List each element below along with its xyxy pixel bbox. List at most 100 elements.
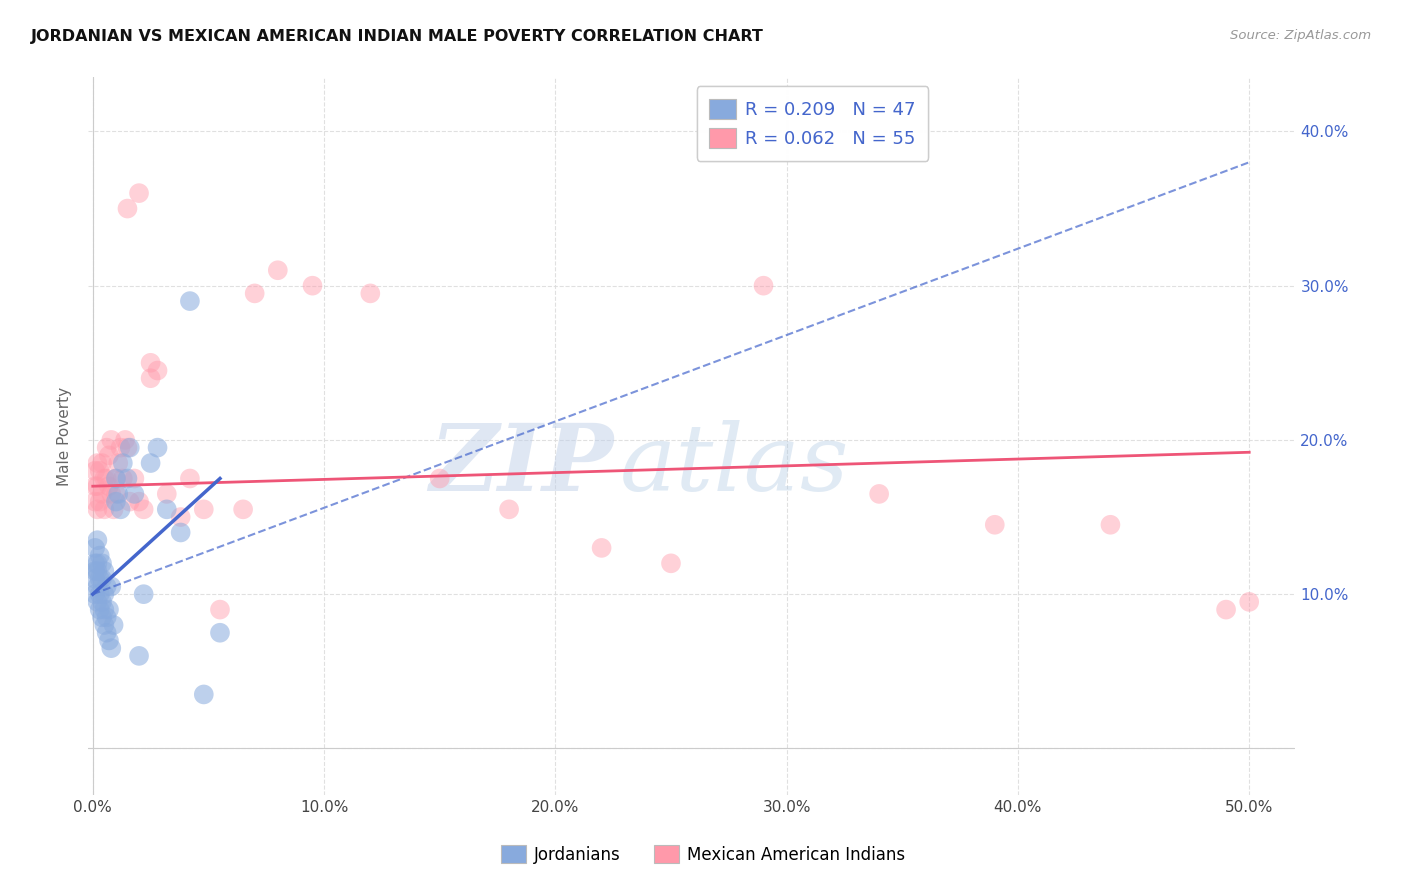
Text: JORDANIAN VS MEXICAN AMERICAN INDIAN MALE POVERTY CORRELATION CHART: JORDANIAN VS MEXICAN AMERICAN INDIAN MAL… (31, 29, 763, 44)
Point (117, 202, 139, 216)
Point (86, 479, 108, 493)
Point (89, 494, 111, 508)
Point (96, 625, 118, 640)
Point (193, 502, 215, 516)
Point (100, 433, 122, 447)
Point (93, 587, 115, 601)
Point (93, 471, 115, 485)
Point (193, 688, 215, 702)
Point (89, 572, 111, 586)
Point (91, 456, 114, 470)
Point (118, 494, 141, 508)
Point (752, 278, 775, 293)
Point (118, 441, 141, 455)
Point (591, 541, 613, 555)
Point (1215, 602, 1237, 616)
Point (114, 433, 136, 447)
Point (86, 579, 108, 593)
Point (124, 471, 146, 485)
Point (104, 471, 127, 485)
Point (128, 186, 150, 201)
Text: ZIP: ZIP (429, 420, 613, 509)
Point (868, 487, 890, 501)
Point (100, 641, 122, 656)
Point (146, 441, 169, 455)
Point (84, 541, 107, 555)
Point (156, 502, 179, 516)
Point (84, 557, 107, 571)
Text: atlas: atlas (620, 420, 849, 509)
Point (1237, 595, 1260, 609)
Point (98, 602, 121, 616)
Point (498, 502, 520, 516)
Point (84, 494, 107, 508)
Point (91, 572, 114, 586)
Point (208, 625, 231, 640)
Point (267, 263, 290, 277)
Point (86, 557, 108, 571)
Point (98, 479, 121, 493)
Text: Source: ZipAtlas.com: Source: ZipAtlas.com (1230, 29, 1371, 42)
Point (91, 557, 114, 571)
Point (86, 564, 108, 578)
Point (128, 648, 150, 663)
Point (93, 502, 115, 516)
Point (86, 502, 108, 516)
Point (93, 564, 115, 578)
Point (132, 587, 155, 601)
Point (104, 471, 127, 485)
Point (100, 487, 122, 501)
Point (89, 587, 111, 601)
Point (179, 294, 201, 309)
Point (139, 371, 162, 385)
Point (107, 487, 129, 501)
Point (86, 595, 108, 609)
Point (84, 572, 107, 586)
Point (91, 487, 114, 501)
Point (111, 471, 134, 485)
Point (103, 502, 125, 516)
Point (89, 549, 111, 563)
Point (86, 533, 108, 548)
Point (91, 610, 114, 624)
Point (98, 633, 121, 648)
Point (96, 579, 118, 593)
Point (100, 579, 122, 593)
Point (208, 602, 231, 616)
Point (1099, 517, 1122, 532)
Point (301, 278, 323, 293)
Point (91, 595, 114, 609)
Point (659, 557, 682, 571)
Point (117, 471, 139, 485)
Point (128, 494, 150, 508)
Point (84, 479, 107, 493)
Point (146, 363, 169, 377)
Point (96, 441, 118, 455)
Point (84, 564, 107, 578)
Point (93, 602, 115, 616)
Point (84, 587, 107, 601)
Point (984, 517, 1007, 532)
Legend: R = 0.209   N = 47, R = 0.062   N = 55: R = 0.209 N = 47, R = 0.062 N = 55 (696, 87, 928, 161)
Point (132, 502, 155, 516)
Point (107, 456, 129, 470)
Point (89, 602, 111, 616)
Point (111, 456, 134, 470)
Point (96, 471, 118, 485)
Point (117, 441, 139, 455)
Point (86, 456, 108, 470)
Point (103, 618, 125, 632)
Point (124, 487, 146, 501)
Point (84, 464, 107, 478)
Point (429, 471, 451, 485)
Y-axis label: Male Poverty: Male Poverty (58, 386, 72, 485)
Point (104, 494, 127, 508)
Point (139, 356, 162, 370)
Point (139, 456, 162, 470)
Point (98, 448, 121, 462)
Point (232, 502, 254, 516)
Legend: Jordanians, Mexican American Indians: Jordanians, Mexican American Indians (494, 838, 912, 871)
Point (169, 525, 191, 540)
Point (179, 471, 201, 485)
Point (93, 618, 115, 632)
